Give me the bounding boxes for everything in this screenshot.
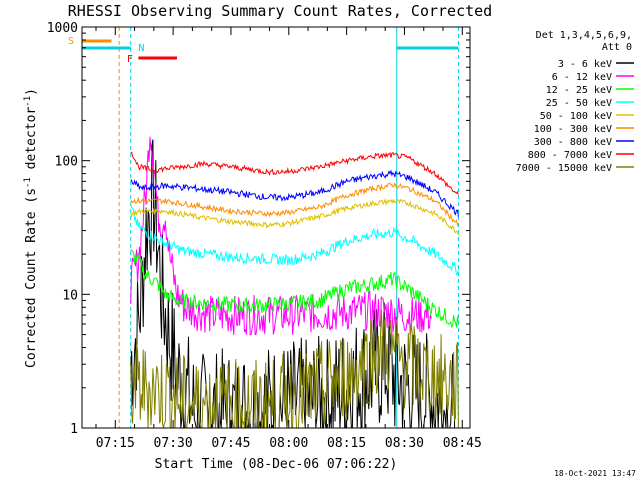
y-axis-label-sup-2: -1	[23, 96, 33, 107]
y-axis-label-main: Corrected Count Rate (s	[24, 188, 39, 368]
y-axis-label-sup-1: -1	[23, 177, 33, 188]
legend-header-line-2: Att 0	[602, 42, 632, 53]
x-tick-label: 07:30	[154, 436, 193, 451]
plot-frame	[81, 26, 471, 429]
x-tick-label: 07:15	[96, 436, 135, 451]
state-bars: S NF	[68, 36, 459, 65]
legend-label: 12 - 25 keV	[546, 85, 612, 96]
series-line	[130, 248, 459, 329]
legend-label: 50 - 100 keV	[540, 111, 612, 122]
state-label-S: S	[68, 36, 74, 47]
series-line	[130, 308, 459, 429]
legend-header-line-1: Det 1,3,4,5,6,9,	[536, 30, 632, 41]
legend-label: 6 - 12 keV	[552, 72, 612, 83]
y-tick-label: 10	[62, 288, 78, 303]
timestamp-footer: 18-Oct-2021 13:47	[554, 469, 636, 478]
state-label-N: N	[138, 43, 144, 54]
legend-label: 3 - 6 keV	[558, 59, 612, 70]
series-line	[130, 197, 459, 236]
y-tick-label: 100	[55, 155, 78, 170]
series-line	[130, 182, 459, 227]
series-line	[130, 136, 432, 336]
y-axis-label-end: )	[24, 88, 39, 96]
legend-label: 25 - 50 keV	[546, 98, 612, 109]
series-line	[130, 204, 459, 276]
legend-label: 7000 - 15000 keV	[516, 163, 612, 174]
y-axis-label: Corrected Count Rate (s-1 detector-1)	[23, 88, 39, 368]
series-line	[130, 151, 459, 195]
x-axis-label: Start Time (08-Dec-06 07:06:22)	[155, 457, 398, 472]
x-tick-label: 08:45	[443, 436, 482, 451]
series-line	[130, 169, 459, 217]
x-tick-label: 08:15	[327, 436, 366, 451]
legend-label: 800 - 7000 keV	[528, 150, 612, 161]
series-layer	[130, 136, 459, 430]
x-tick-label: 08:00	[269, 436, 308, 451]
y-tick-label: 1000	[47, 21, 78, 36]
legend: Det 1,3,4,5,6,9, Att 0 3 - 6 keV 6 - 12 k…	[516, 30, 634, 174]
y-tick-label: 1	[70, 422, 78, 437]
y-axis: 1 10 100 1000	[47, 21, 470, 437]
x-axis: 07:15 07:30 07:45 08:00 08:15 08:30 08:45	[95, 27, 482, 451]
x-tick-label: 07:45	[211, 436, 250, 451]
y-axis-label-tail: detector	[24, 107, 39, 178]
legend-label: 300 - 800 keV	[534, 137, 612, 148]
state-label-F: F	[127, 54, 133, 65]
x-tick-label: 08:30	[385, 436, 424, 451]
legend-label: 100 - 300 keV	[534, 124, 612, 135]
chart-title: RHESSI Observing Summary Count Rates, Co…	[68, 2, 492, 20]
